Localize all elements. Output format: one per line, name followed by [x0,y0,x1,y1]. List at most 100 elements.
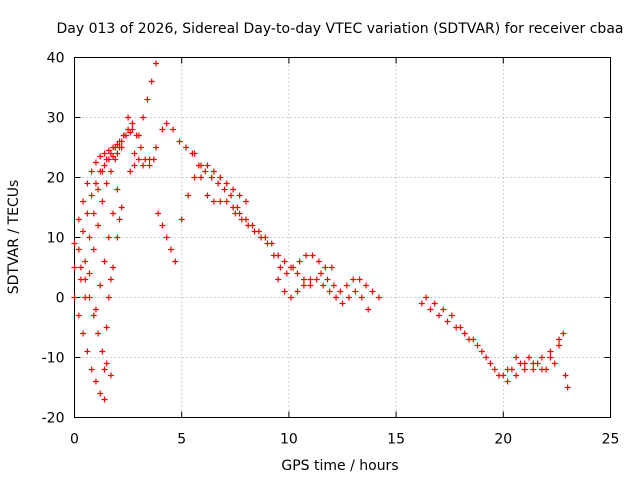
data-point [95,222,102,229]
data-point [221,186,228,193]
data-point [197,162,204,169]
chart-title: Day 013 of 2026, Sidereal Day-to-day VTE… [57,21,624,37]
data-point [228,192,235,199]
data-point [125,114,132,121]
data-point [465,336,472,343]
data-point [182,144,189,151]
data-point [294,288,301,295]
data-point [99,168,106,175]
y-tick-label: 20 [47,171,65,187]
x-tick-label: 15 [387,432,405,448]
data-point [281,258,288,265]
data-point [324,276,331,283]
data-point [159,126,166,133]
data-point [86,234,93,241]
data-point [369,288,376,295]
data-point [363,282,370,289]
data-point [504,378,511,385]
data-point [208,174,215,181]
data-point [564,384,571,391]
data-point [88,366,95,373]
y-tick-label: 0 [56,291,65,307]
data-point [232,210,239,217]
data-point [223,198,230,205]
data-point [178,216,185,223]
data-point [230,204,237,211]
data-point [146,162,153,169]
data-point [135,156,142,163]
data-point [95,186,102,193]
data-point [513,354,520,361]
data-point [562,372,569,379]
data-point [500,372,507,379]
series-arc-6 [71,294,108,403]
data-point [146,156,153,163]
data-point [202,168,209,175]
data-point [152,60,159,67]
y-tick-label: -20 [42,411,65,427]
data-point [418,300,425,307]
data-point [101,258,108,265]
data-point [163,120,170,127]
data-point [152,144,159,151]
data-point [97,282,104,289]
data-point [350,276,357,283]
data-point [223,180,230,187]
data-point [71,264,78,271]
data-point [352,288,359,295]
series-arc-12 [178,162,250,223]
series-arc-19 [504,336,569,379]
data-point [107,276,114,283]
data-point [84,348,91,355]
data-point [114,186,121,193]
data-point [448,312,455,319]
series-arc-8 [101,204,125,373]
data-point [75,312,82,319]
y-tick-label: 10 [47,231,65,247]
data-point [159,222,166,229]
data-point [99,198,106,205]
data-point [105,234,112,241]
data-point [80,330,87,337]
data-point [110,264,117,271]
data-point [129,126,136,133]
data-point [82,258,89,265]
y-tick-label: 40 [47,51,65,67]
data-point [307,276,314,283]
data-point [155,210,162,217]
series-arc-5 [127,60,159,175]
data-point [82,276,89,283]
data-point [105,294,112,301]
data-point [210,168,217,175]
data-point [457,324,464,331]
data-point [137,144,144,151]
grid [74,57,611,418]
data-point [547,354,554,361]
data-point [461,330,468,337]
data-point [75,216,82,223]
data-point [97,153,104,160]
data-point [116,216,123,223]
data-point [217,174,224,181]
data-point [101,150,108,157]
data-point [99,348,106,355]
data-point [365,306,372,313]
x-tick-label: 10 [280,432,298,448]
data-point [77,264,84,271]
data-point [90,246,97,253]
data-point [107,168,114,175]
data-point [300,282,307,289]
data-point [320,282,327,289]
data-point [112,156,119,163]
data-point [215,180,222,187]
series-arc-4 [82,114,136,301]
data-point [333,294,340,301]
data-point [71,294,78,301]
data-point [88,168,95,175]
data-point [275,276,282,283]
data-point [243,198,250,205]
data-point [75,246,82,253]
data-point [521,366,528,373]
data-point [440,306,447,313]
data-point [322,264,329,271]
